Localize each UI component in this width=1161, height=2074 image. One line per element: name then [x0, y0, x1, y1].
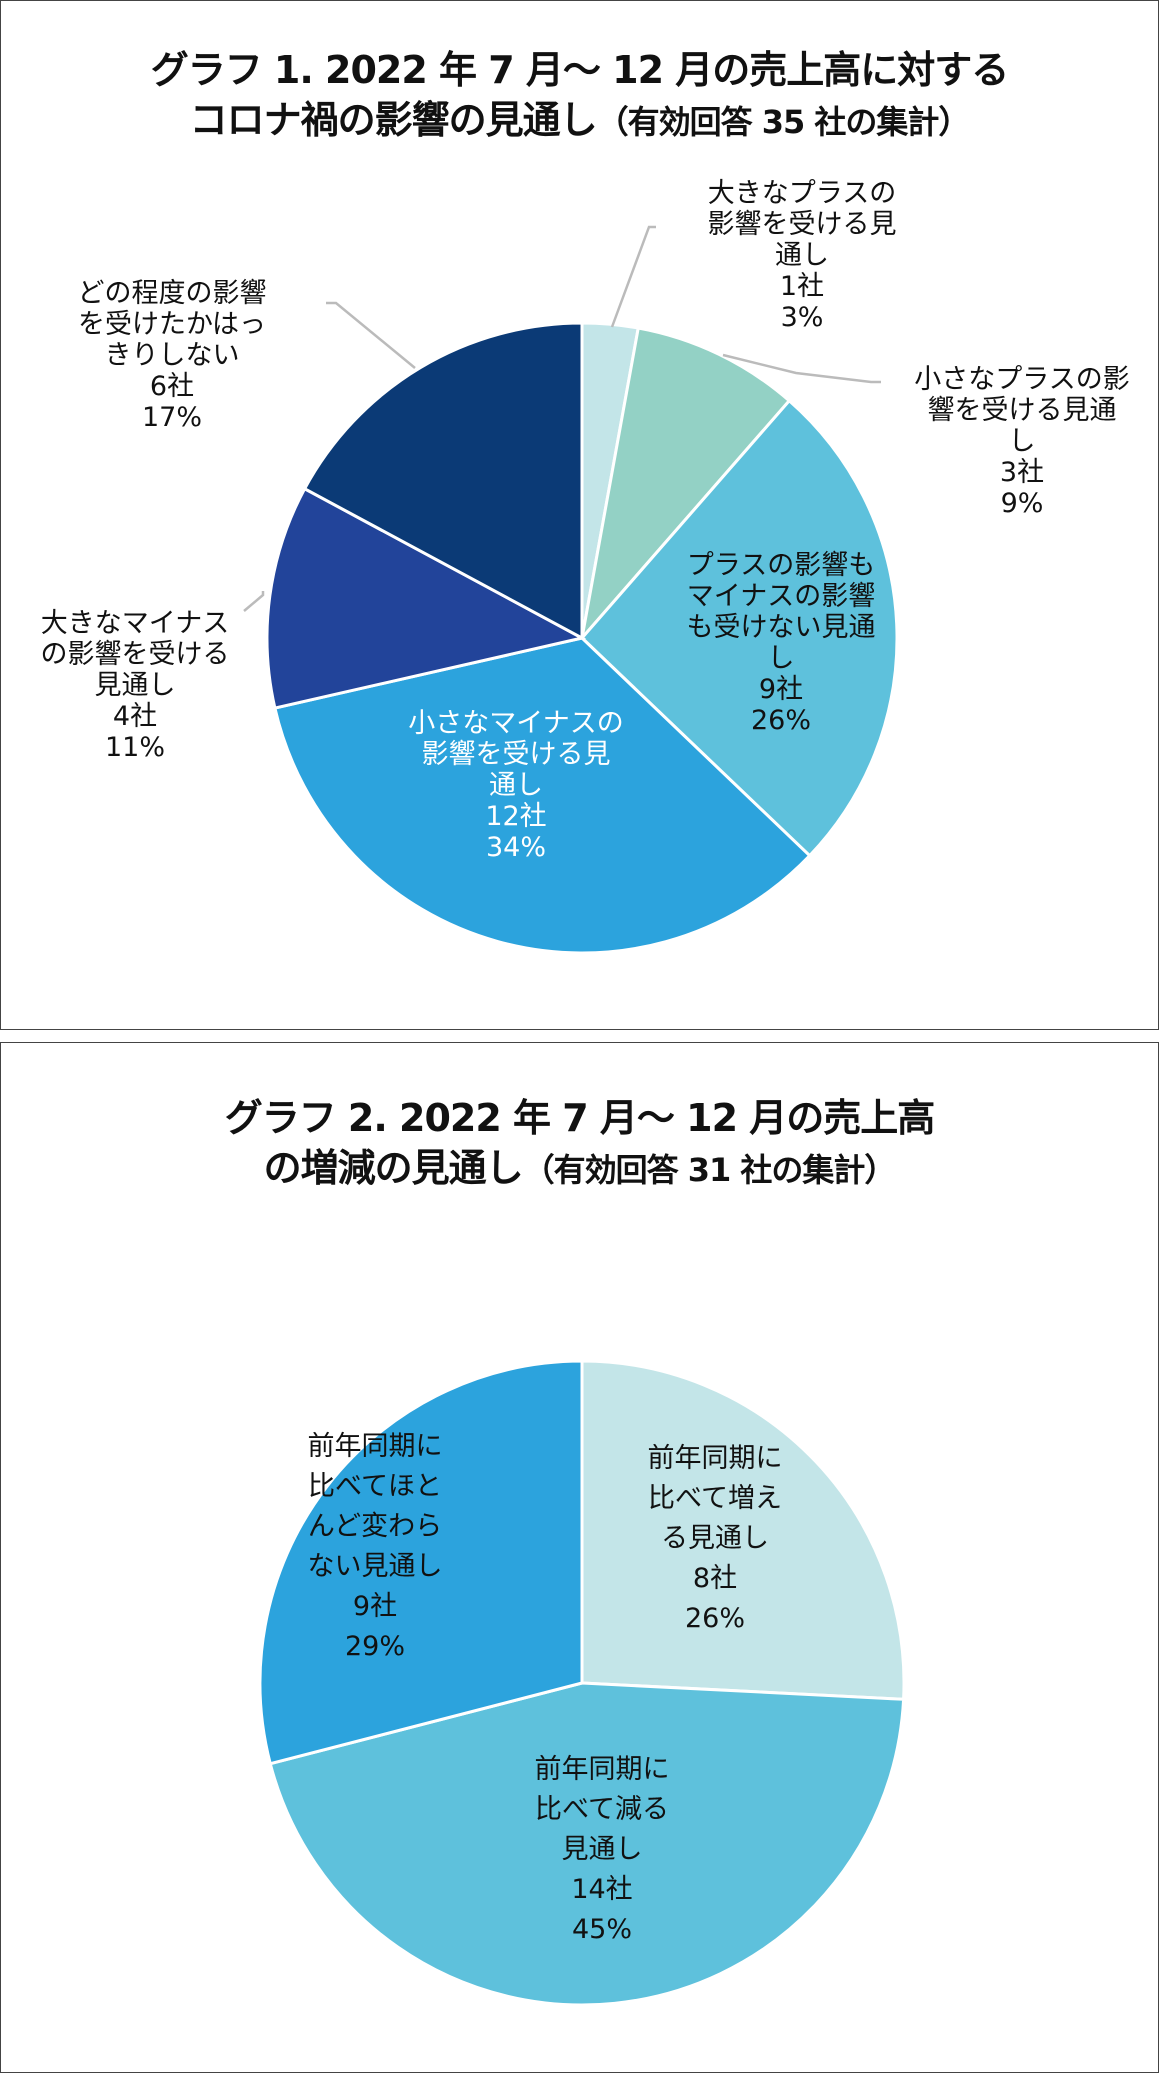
pie-2-slice-1 — [580, 1359, 906, 1701]
pie-2-label-1: 前年同期に比べて増える見通し 8社 26% — [648, 1443, 783, 1634]
pie-1-label-5: 大きなマイナスの影響を受ける見通し 4社 11% — [41, 608, 230, 763]
chart-1-title: グラフ 1. 2022 年 7 月～ 12 月の売上高に対する コロナ禍の影響の… — [1, 45, 1158, 147]
pie-1-label-1: 大きなプラスの影響を受ける見通し 1社 3% — [708, 178, 897, 333]
pie-2-slice-2 — [268, 1681, 906, 2007]
pie-2-label-2: 前年同期に比べて減る見通し 14社 45% — [535, 1754, 670, 1945]
pie-1-slice-5 — [265, 486, 587, 710]
pie-chart-1: 大きなプラスの影響を受ける見通し 1社 3%小さなプラスの影響を受ける見通し 3社 9%… — [41, 178, 1130, 955]
pie-2-slices — [258, 1359, 906, 2007]
chart-1-title-line-2: コロナ禍の影響の見通し — [189, 98, 598, 142]
pie-1-slice-2 — [579, 326, 792, 644]
pie-1-leader-line-4 — [326, 301, 416, 369]
pie-1-slice-3 — [579, 398, 899, 858]
chart-1-title-line-1: グラフ 1. 2022 年 7 月～ 12 月の売上高に対する — [150, 48, 1010, 92]
chart-2-subtitle: （有効回答 31 社の集計） — [522, 1151, 897, 1189]
pie-chart-2: 前年同期に比べて増える見通し 8社 26% 前年同期に比べて減る見通し 14社 45% 前年… — [258, 1359, 906, 2007]
pie-1-label-2: 小さなプラスの影響を受ける見通し 3社 9% — [914, 364, 1129, 519]
chart-2-title-line-1: グラフ 2. 2022 年 7 月～ 12 月の売上高 — [224, 1096, 936, 1140]
pie-1-slice-4 — [273, 636, 812, 955]
chart-panel-2: グラフ 2. 2022 年 7 月～ 12 月の売上高 の増減の見通し（有効回答… — [0, 1042, 1159, 2073]
pie-1-leader-line-2 — [722, 353, 881, 384]
pie-1-label-3: プラスの影響もマイナスの影響も受けない見通し 9社 26% — [687, 550, 876, 736]
chart-panel-1: グラフ 1. 2022 年 7 月～ 12 月の売上高に対する コロナ禍の影響の… — [0, 0, 1159, 1030]
pie-1-slice-6 — [302, 321, 584, 641]
chart-2-title-line-2: の増減の見通し — [263, 1146, 524, 1190]
pie-1-leader-line-1 — [610, 225, 656, 328]
chart-2-title: グラフ 2. 2022 年 7 月～ 12 月の売上高 の増減の見通し（有効回答… — [1, 1093, 1158, 1195]
pie-1-leader-line-3 — [243, 591, 265, 612]
pie-2-label-3: 前年同期に比べてほとんど変わらない見通し 9社 29% — [308, 1431, 443, 1662]
pie-2-slice-3 — [258, 1359, 584, 1766]
pie-1-label-4: 小さなマイナスの影響を受ける見通し 12社 34% — [408, 708, 623, 863]
chart-1-subtitle: （有効回答 35 社の集計） — [596, 103, 971, 141]
pie-1-label-6: どの程度の影響を受けたかはっきりしない 6社 17% — [78, 278, 267, 433]
pie-1-slices — [265, 321, 899, 955]
